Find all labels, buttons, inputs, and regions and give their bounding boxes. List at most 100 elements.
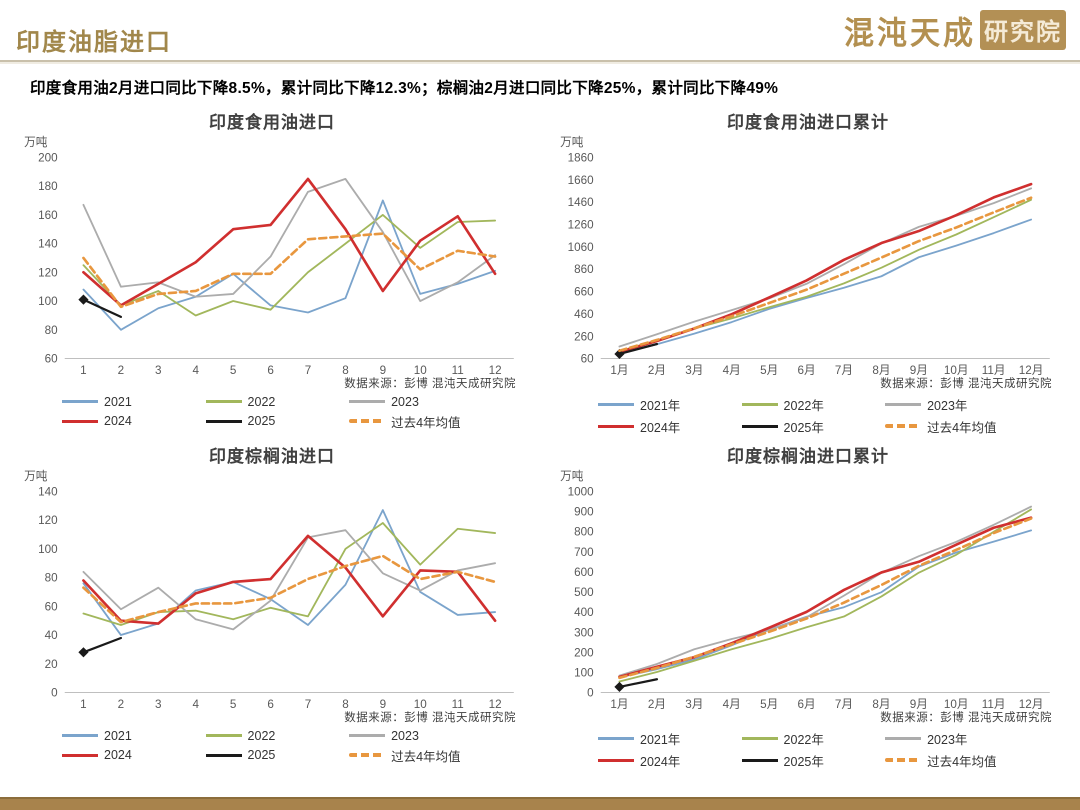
svg-text:5: 5: [230, 698, 236, 711]
legend-line-swatch: [741, 736, 778, 740]
svg-text:11: 11: [452, 364, 464, 377]
svg-text:8: 8: [342, 698, 349, 711]
svg-text:5月: 5月: [760, 364, 778, 377]
svg-text:100: 100: [38, 295, 58, 308]
legend-line-swatch: [741, 402, 778, 406]
svg-text:160: 160: [38, 209, 58, 222]
legend-label: 过去4年均值: [391, 749, 461, 764]
svg-text:4月: 4月: [723, 364, 741, 377]
svg-text:100: 100: [38, 543, 58, 556]
summary-subtitle: 印度食用油2月进口同比下降8.5%，累计同比下降12.3%；棕榈油2月进口同比下…: [30, 80, 779, 97]
svg-text:1260: 1260: [568, 218, 594, 231]
legend-item: 2025年: [741, 751, 886, 770]
legend-label: 2021年: [640, 398, 681, 413]
footer-gold-bar: [0, 797, 1080, 810]
legend-label: 2025年: [783, 754, 824, 769]
page-title: 印度油脂进口: [16, 27, 172, 56]
legend-item: 2021年: [598, 729, 742, 748]
legend-label: 2023: [391, 394, 419, 409]
svg-text:12: 12: [489, 698, 502, 711]
svg-text:7: 7: [305, 698, 312, 711]
source-note: 数据来源：彭博 混沌天成研究院: [344, 711, 516, 724]
legend-dashed-line-swatch: [885, 424, 922, 429]
logo-calligraphy-text: 混沌天成: [844, 15, 976, 53]
legend-item: 2021年: [598, 395, 742, 414]
legend-label: 2024年: [640, 420, 681, 435]
svg-text:60: 60: [581, 353, 594, 366]
legend-line-swatch: [741, 758, 778, 762]
legend-item: 2023: [349, 729, 520, 743]
svg-text:800: 800: [574, 526, 594, 539]
legend-label: 2023年: [927, 398, 968, 413]
svg-text:8: 8: [342, 364, 349, 377]
legend-item: 2022年: [741, 729, 886, 748]
svg-text:2: 2: [118, 364, 125, 377]
svg-text:11月: 11月: [982, 364, 1006, 377]
svg-text:180: 180: [38, 180, 58, 193]
legend-label: 过去4年均值: [927, 420, 997, 435]
legend-line-swatch: [741, 424, 778, 428]
legend-line-swatch: [885, 736, 922, 740]
legend-line-swatch: [62, 734, 98, 738]
legend-item: 过去4年均值: [885, 417, 1056, 436]
svg-text:12月: 12月: [1019, 698, 1044, 711]
legend-item: 2024年: [598, 417, 742, 436]
svg-text:860: 860: [574, 263, 594, 276]
svg-text:7月: 7月: [835, 364, 853, 377]
svg-text:500: 500: [574, 586, 594, 599]
legend-item: 2024年: [598, 751, 742, 770]
svg-text:900: 900: [574, 505, 594, 518]
legend-item: 2023年: [885, 729, 1056, 748]
chart-canvas: 万吨 1860 1660 1460 1260 1060 860 660 460 260 60 1月 2月…: [554, 133, 1062, 379]
legend-label: 2023: [391, 728, 419, 743]
chart-legend: 2021 2022 2023 2024 2025 过去4年均值: [18, 725, 526, 765]
logo-seal-badge: 研究院: [980, 10, 1066, 50]
svg-text:1000: 1000: [568, 485, 594, 498]
svg-text:140: 140: [38, 238, 58, 251]
chart-edible-oil-cumulative: 印度食用油进口累计 万吨 1860 1660 1460 1260 1060 860 660 46…: [554, 104, 1062, 436]
svg-text:9: 9: [380, 698, 387, 711]
svg-text:2月: 2月: [648, 698, 666, 711]
svg-text:600: 600: [574, 566, 594, 579]
svg-text:6月: 6月: [797, 698, 815, 711]
legend-dashed-line-swatch: [349, 753, 386, 758]
line-chart-svg: 万吨 1860 1660 1460 1260 1060 860 660 460 260 60 1月 2月…: [560, 136, 1050, 377]
chart-title: 印度食用油进口累计: [727, 113, 889, 132]
svg-text:1860: 1860: [568, 151, 594, 164]
svg-text:20: 20: [45, 658, 58, 671]
svg-text:2月: 2月: [648, 364, 666, 377]
svg-text:4: 4: [192, 364, 199, 377]
svg-text:9月: 9月: [910, 364, 928, 377]
legend-label: 2025: [247, 748, 276, 763]
svg-text:6: 6: [267, 698, 274, 711]
diamond-marker: [78, 294, 89, 305]
svg-text:7: 7: [305, 364, 312, 377]
chart-canvas: 万吨 200 180 160 140 120 100 80 60 1 2 3 4 5 6 7 8 9 10 11 12: [18, 133, 526, 379]
legend-label: 2025: [247, 414, 276, 429]
source-note: 数据来源：彭博 混沌天成研究院: [880, 377, 1052, 390]
legend-line-swatch: [62, 753, 98, 757]
svg-text:1: 1: [80, 364, 87, 377]
svg-text:300: 300: [574, 626, 594, 639]
diamond-marker: [614, 348, 625, 360]
svg-text:400: 400: [574, 606, 594, 619]
legend-label: 2024: [104, 748, 132, 763]
legend-item: 2021: [62, 729, 206, 743]
svg-text:700: 700: [574, 546, 594, 559]
svg-text:1060: 1060: [568, 241, 594, 254]
legend-line-swatch: [62, 400, 98, 404]
svg-text:120: 120: [38, 514, 58, 527]
svg-text:7月: 7月: [835, 698, 853, 711]
chart-legend: 2021年 2022年 2023年 2024年 2025年 过去4年均值: [554, 391, 1062, 436]
svg-text:1月: 1月: [610, 698, 628, 711]
svg-text:120: 120: [38, 266, 58, 279]
legend-item: 2021: [62, 395, 206, 409]
legend-line-swatch: [205, 734, 242, 738]
legend-item: 2025: [205, 746, 350, 765]
svg-text:1月: 1月: [610, 364, 628, 377]
svg-text:0: 0: [51, 686, 58, 699]
legend-label: 2023年: [927, 732, 968, 747]
svg-text:1: 1: [80, 698, 87, 711]
